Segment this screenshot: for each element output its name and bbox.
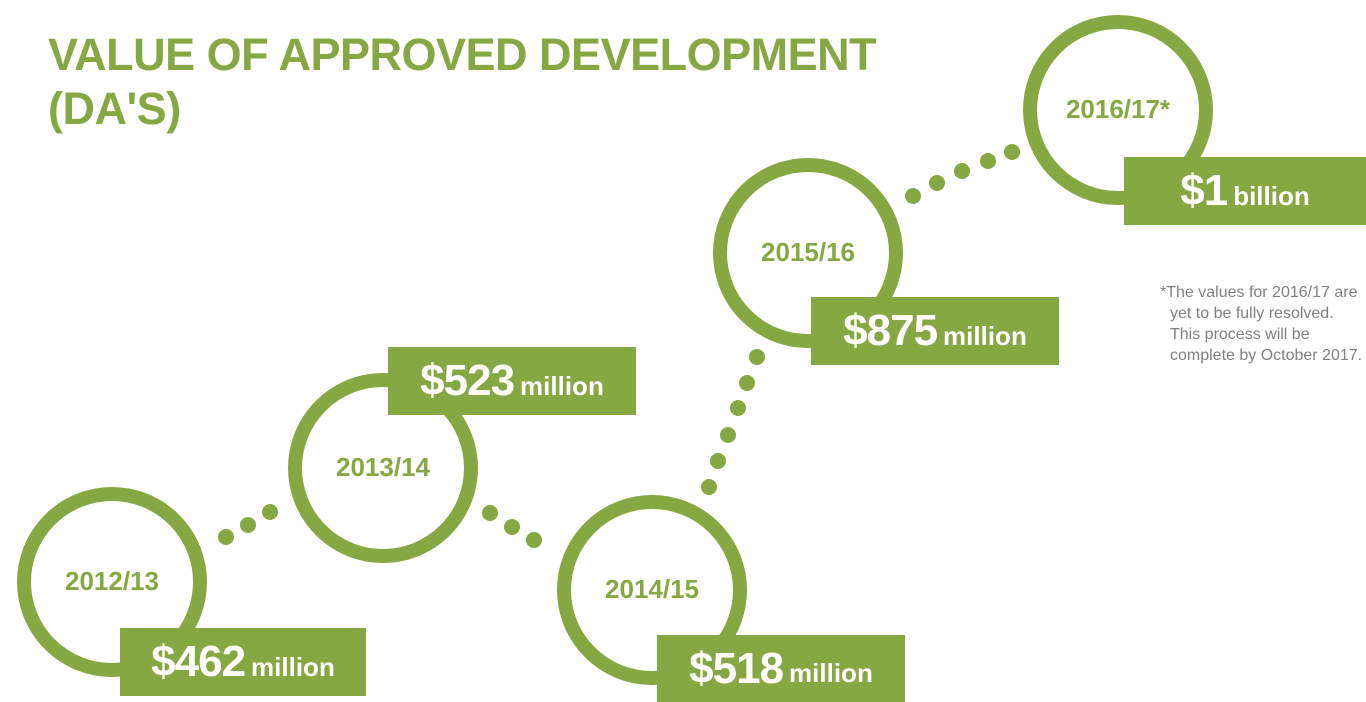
dot [739, 375, 755, 391]
dot [980, 153, 996, 169]
dot [905, 188, 921, 204]
value-box: $875 million [811, 297, 1059, 365]
dot [218, 529, 234, 545]
value-box: $462 million [120, 628, 366, 696]
ring [17, 487, 207, 677]
ring [288, 373, 478, 563]
unit: million [943, 320, 1027, 351]
dot [504, 519, 520, 535]
ring [557, 495, 747, 685]
dot [954, 163, 970, 179]
unit: billion [1233, 180, 1310, 211]
value-box: $518 million [657, 635, 905, 702]
unit: million [520, 370, 604, 401]
dot [526, 532, 542, 548]
amount: $518 [689, 643, 784, 693]
value-box: $523 million [388, 347, 636, 415]
value-box: $1 billion [1124, 157, 1366, 225]
amount: $875 [843, 306, 938, 355]
year-label: 2016/17* [1065, 94, 1171, 124]
year-label: 2014/15 [605, 574, 699, 604]
dot [262, 504, 278, 520]
dot [720, 427, 736, 443]
dot [1004, 144, 1020, 160]
amount: $1 [1180, 166, 1228, 215]
amount: $523 [420, 356, 515, 405]
year-label: 2012/13 [65, 566, 159, 596]
dot [482, 505, 498, 521]
footnote: *The values for 2016/17 are yet to be fu… [1160, 284, 1363, 364]
title: VALUE OF APPROVED DEVELOPMENT (DA'S) [48, 29, 877, 134]
dot [929, 175, 945, 191]
unit: million [789, 658, 873, 688]
amount: $462 [151, 637, 246, 686]
dot [749, 349, 765, 365]
ring [1023, 15, 1213, 205]
dot [710, 453, 726, 469]
dots [218, 144, 1020, 548]
year-label: 2013/14 [336, 452, 430, 482]
unit: million [251, 651, 335, 682]
dot [730, 400, 746, 416]
dot [701, 479, 717, 495]
dot [240, 517, 256, 533]
year-label: 2015/16 [761, 237, 855, 267]
